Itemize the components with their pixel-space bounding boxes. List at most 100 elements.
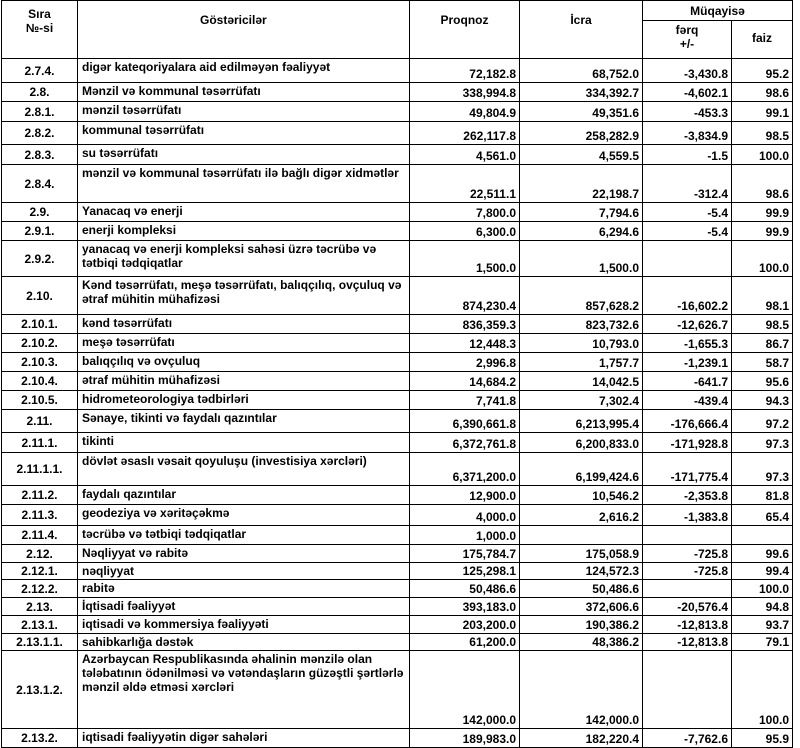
forecast-value: 125,298.1 bbox=[409, 562, 520, 580]
row-code: 2.8. bbox=[1, 82, 78, 102]
actual-value: 857,628.2 bbox=[519, 276, 643, 315]
table-row: 2.8.4. mənzil və kommunal təsərrüfatı ilə… bbox=[1, 164, 793, 203]
forecast-value: 6,372,761.8 bbox=[409, 432, 520, 453]
table-row: 2.9.2. yanacaq və enerji kompleksi sahəsi… bbox=[1, 240, 793, 277]
header-line: Sıra bbox=[28, 7, 51, 21]
row-code: 2.11.1. bbox=[1, 432, 78, 453]
percent-value: 65.4 bbox=[731, 504, 793, 526]
forecast-header: Proqnoz bbox=[409, 0, 520, 59]
table-row: 2.11. Sənaye, tikinti və faydalı qazıntıl… bbox=[1, 409, 793, 433]
actual-value: 258,282.9 bbox=[519, 121, 643, 145]
percent-value: 58.7 bbox=[731, 352, 793, 372]
table-row: 2.10.2. meşə təsərrüfatı 12,448.3 10,793.0-… bbox=[1, 333, 793, 353]
row-code: 2.11.4. bbox=[1, 525, 78, 545]
indicator-name: Sənaye, tikinti və faydalı qazıntılar bbox=[77, 409, 410, 433]
difference-value bbox=[642, 579, 732, 598]
row-code: 2.13.2. bbox=[1, 728, 78, 748]
table-row: 2.10.1. kənd təsərrüfatı 836,359.3 823,732.… bbox=[1, 314, 793, 334]
difference-value: -16,602.2 bbox=[642, 276, 732, 315]
header-line: +/- bbox=[679, 37, 695, 51]
indicator-name: kommunal təsərrüfatı bbox=[77, 121, 410, 145]
indicator-name: Azərbaycan Respublikasında əhalinin mənz… bbox=[77, 650, 410, 729]
actual-value: 4,559.5 bbox=[519, 144, 643, 165]
actual-value: 142,000.0 bbox=[519, 650, 643, 729]
difference-value: -1,383.8 bbox=[642, 504, 732, 526]
difference-value: -20,576.4 bbox=[642, 597, 732, 616]
difference-value: -1,239.1 bbox=[642, 352, 732, 372]
indicator-name: enerji kompleksi bbox=[77, 221, 410, 241]
forecast-value: 72,182.8 bbox=[409, 58, 520, 83]
table-row: 2.12.1. nəqliyyat 125,298.1 124,572.3 -725.8… bbox=[1, 562, 793, 580]
indicator-name: dövlət əsaslı vəsait qoyuluşu (investisi… bbox=[77, 452, 410, 486]
actual-value: 2,616.2 bbox=[519, 504, 643, 526]
row-code: 2.10. bbox=[1, 276, 78, 315]
indicator-name: Mənzil və kommunal təsərrüfatı bbox=[77, 82, 410, 102]
difference-value: -5.4 bbox=[642, 202, 732, 222]
forecast-value: 50,486.6 bbox=[409, 579, 520, 598]
indicator-name: rabitə bbox=[77, 579, 410, 598]
table-row: 2.12.2. rabitə 50,486.6 50,486.6 100.0 bbox=[1, 579, 793, 598]
row-code: 2.8.2. bbox=[1, 121, 78, 145]
percent-value: 86.7 bbox=[731, 333, 793, 353]
actual-value: 49,351.6 bbox=[519, 101, 643, 122]
percent-value: 94.3 bbox=[731, 390, 793, 410]
indicator-name: meşə təsərrüfatı bbox=[77, 333, 410, 353]
percent-value: 95.6 bbox=[731, 371, 793, 391]
table-row: 2.10.4. ətraf mühitin mühafizəsi 14,684.2 1… bbox=[1, 371, 793, 391]
row-code: 2.8.3. bbox=[1, 144, 78, 165]
indicator-name: mənzil və kommunal təsərrüfatı ilə bağlı… bbox=[77, 164, 410, 203]
table-row: 2.10. Kənd təsərrüfatı, meşə təsərrüfatı,… bbox=[1, 276, 793, 315]
table-row: 2.13.1.1. sahibkarlığa dəstək 61,200.0 48,3… bbox=[1, 633, 793, 651]
actual-value: 68,752.0 bbox=[519, 58, 643, 83]
difference-value: -12,626.7 bbox=[642, 314, 732, 334]
forecast-value: 874,230.4 bbox=[409, 276, 520, 315]
forecast-value: 49,804.9 bbox=[409, 101, 520, 122]
percent-value: 97.3 bbox=[731, 432, 793, 453]
row-code: 2.10.5. bbox=[1, 390, 78, 410]
forecast-value: 262,117.8 bbox=[409, 121, 520, 145]
header-line: №-si bbox=[25, 21, 54, 35]
forecast-value: 12,900.0 bbox=[409, 485, 520, 505]
difference-value: -725.8 bbox=[642, 544, 732, 563]
comparison-header: Müqayisə bbox=[642, 0, 793, 21]
percent-value: 97.2 bbox=[731, 409, 793, 433]
table-row: 2.10.3. balıqçılıq və ovçuluq 2,996.8 1,757… bbox=[1, 352, 793, 372]
actual-value: 6,200,833.0 bbox=[519, 432, 643, 453]
table-row: 2.8.3. su təsərrüfatı 4,561.0 4,559.5 -1.5 10… bbox=[1, 144, 793, 165]
forecast-value: 189,983.0 bbox=[409, 728, 520, 748]
actual-header: İcra bbox=[519, 0, 643, 59]
table-row: 2.9.1. enerji kompleksi 6,300.0 6,294.6 -5.4… bbox=[1, 221, 793, 241]
forecast-value: 4,000.0 bbox=[409, 504, 520, 526]
actual-value bbox=[519, 525, 643, 545]
row-code: 2.13. bbox=[1, 597, 78, 616]
row-code: 2.9.1. bbox=[1, 221, 78, 241]
forecast-value: 14,684.2 bbox=[409, 371, 520, 391]
percent-value: 99.9 bbox=[731, 221, 793, 241]
percent-value bbox=[731, 525, 793, 545]
indicator-name: iqtisadi fəaliyyətin digər sahələri bbox=[77, 728, 410, 748]
difference-header: fərq +/- bbox=[642, 20, 732, 59]
percent-value: 93.7 bbox=[731, 615, 793, 634]
actual-value: 175,058.9 bbox=[519, 544, 643, 563]
row-code: 2.7.4. bbox=[1, 58, 78, 83]
forecast-value: 203,200.0 bbox=[409, 615, 520, 634]
row-code: 2.10.2. bbox=[1, 333, 78, 353]
table-row: 2.7.4. digər kateqoriyalara aid edilməyən… bbox=[1, 58, 793, 83]
actual-value: 6,294.6 bbox=[519, 221, 643, 241]
percent-value: 98.6 bbox=[731, 82, 793, 102]
percent-value: 98.6 bbox=[731, 164, 793, 203]
forecast-value: 142,000.0 bbox=[409, 650, 520, 729]
table-body: 2.7.4. digər kateqoriyalara aid edilməyən… bbox=[1, 58, 793, 748]
indicator-name: faydalı qazıntılar bbox=[77, 485, 410, 505]
row-code: 2.12.1. bbox=[1, 562, 78, 580]
table-row: 2.11.2. faydalı qazıntılar 12,900.0 10,546.… bbox=[1, 485, 793, 505]
indicator-name: təcrübə və tətbiqi tədqiqatlar bbox=[77, 525, 410, 545]
actual-value: 6,199,424.6 bbox=[519, 452, 643, 486]
indicator-name: Kənd təsərrüfatı, meşə təsərrüfatı, balı… bbox=[77, 276, 410, 315]
percent-value: 100.0 bbox=[731, 650, 793, 729]
percent-value: 99.1 bbox=[731, 101, 793, 122]
forecast-value: 1,000.0 bbox=[409, 525, 520, 545]
indicator-name: sahibkarlığa dəstək bbox=[77, 633, 410, 651]
actual-value: 7,794.6 bbox=[519, 202, 643, 222]
